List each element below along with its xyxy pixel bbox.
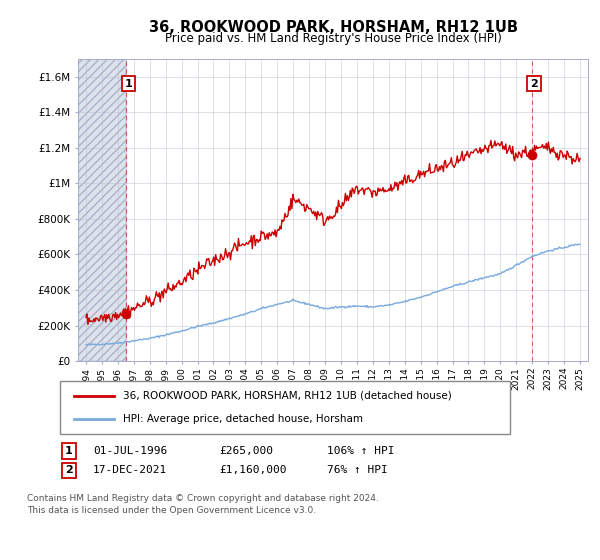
Text: Price paid vs. HM Land Registry's House Price Index (HPI): Price paid vs. HM Land Registry's House …	[164, 32, 502, 45]
Text: 36, ROOKWOOD PARK, HORSHAM, RH12 1UB: 36, ROOKWOOD PARK, HORSHAM, RH12 1UB	[149, 20, 517, 35]
Text: 1: 1	[124, 79, 132, 88]
Text: HPI: Average price, detached house, Horsham: HPI: Average price, detached house, Hors…	[123, 414, 363, 424]
FancyBboxPatch shape	[60, 381, 510, 434]
Text: £265,000: £265,000	[219, 446, 273, 456]
Text: 36, ROOKWOOD PARK, HORSHAM, RH12 1UB (detached house): 36, ROOKWOOD PARK, HORSHAM, RH12 1UB (de…	[123, 391, 452, 401]
Text: 106% ↑ HPI: 106% ↑ HPI	[327, 446, 395, 456]
Bar	[78, 59, 126, 361]
Text: 2: 2	[530, 79, 538, 88]
Text: This data is licensed under the Open Government Licence v3.0.: This data is licensed under the Open Gov…	[27, 506, 316, 515]
Text: 17-DEC-2021: 17-DEC-2021	[93, 465, 167, 475]
Text: 1: 1	[65, 446, 73, 456]
Text: 2: 2	[65, 465, 73, 475]
Text: £1,160,000: £1,160,000	[219, 465, 287, 475]
Bar	[78, 59, 126, 361]
Text: 01-JUL-1996: 01-JUL-1996	[93, 446, 167, 456]
Text: Contains HM Land Registry data © Crown copyright and database right 2024.: Contains HM Land Registry data © Crown c…	[27, 494, 379, 503]
Text: 76% ↑ HPI: 76% ↑ HPI	[327, 465, 388, 475]
